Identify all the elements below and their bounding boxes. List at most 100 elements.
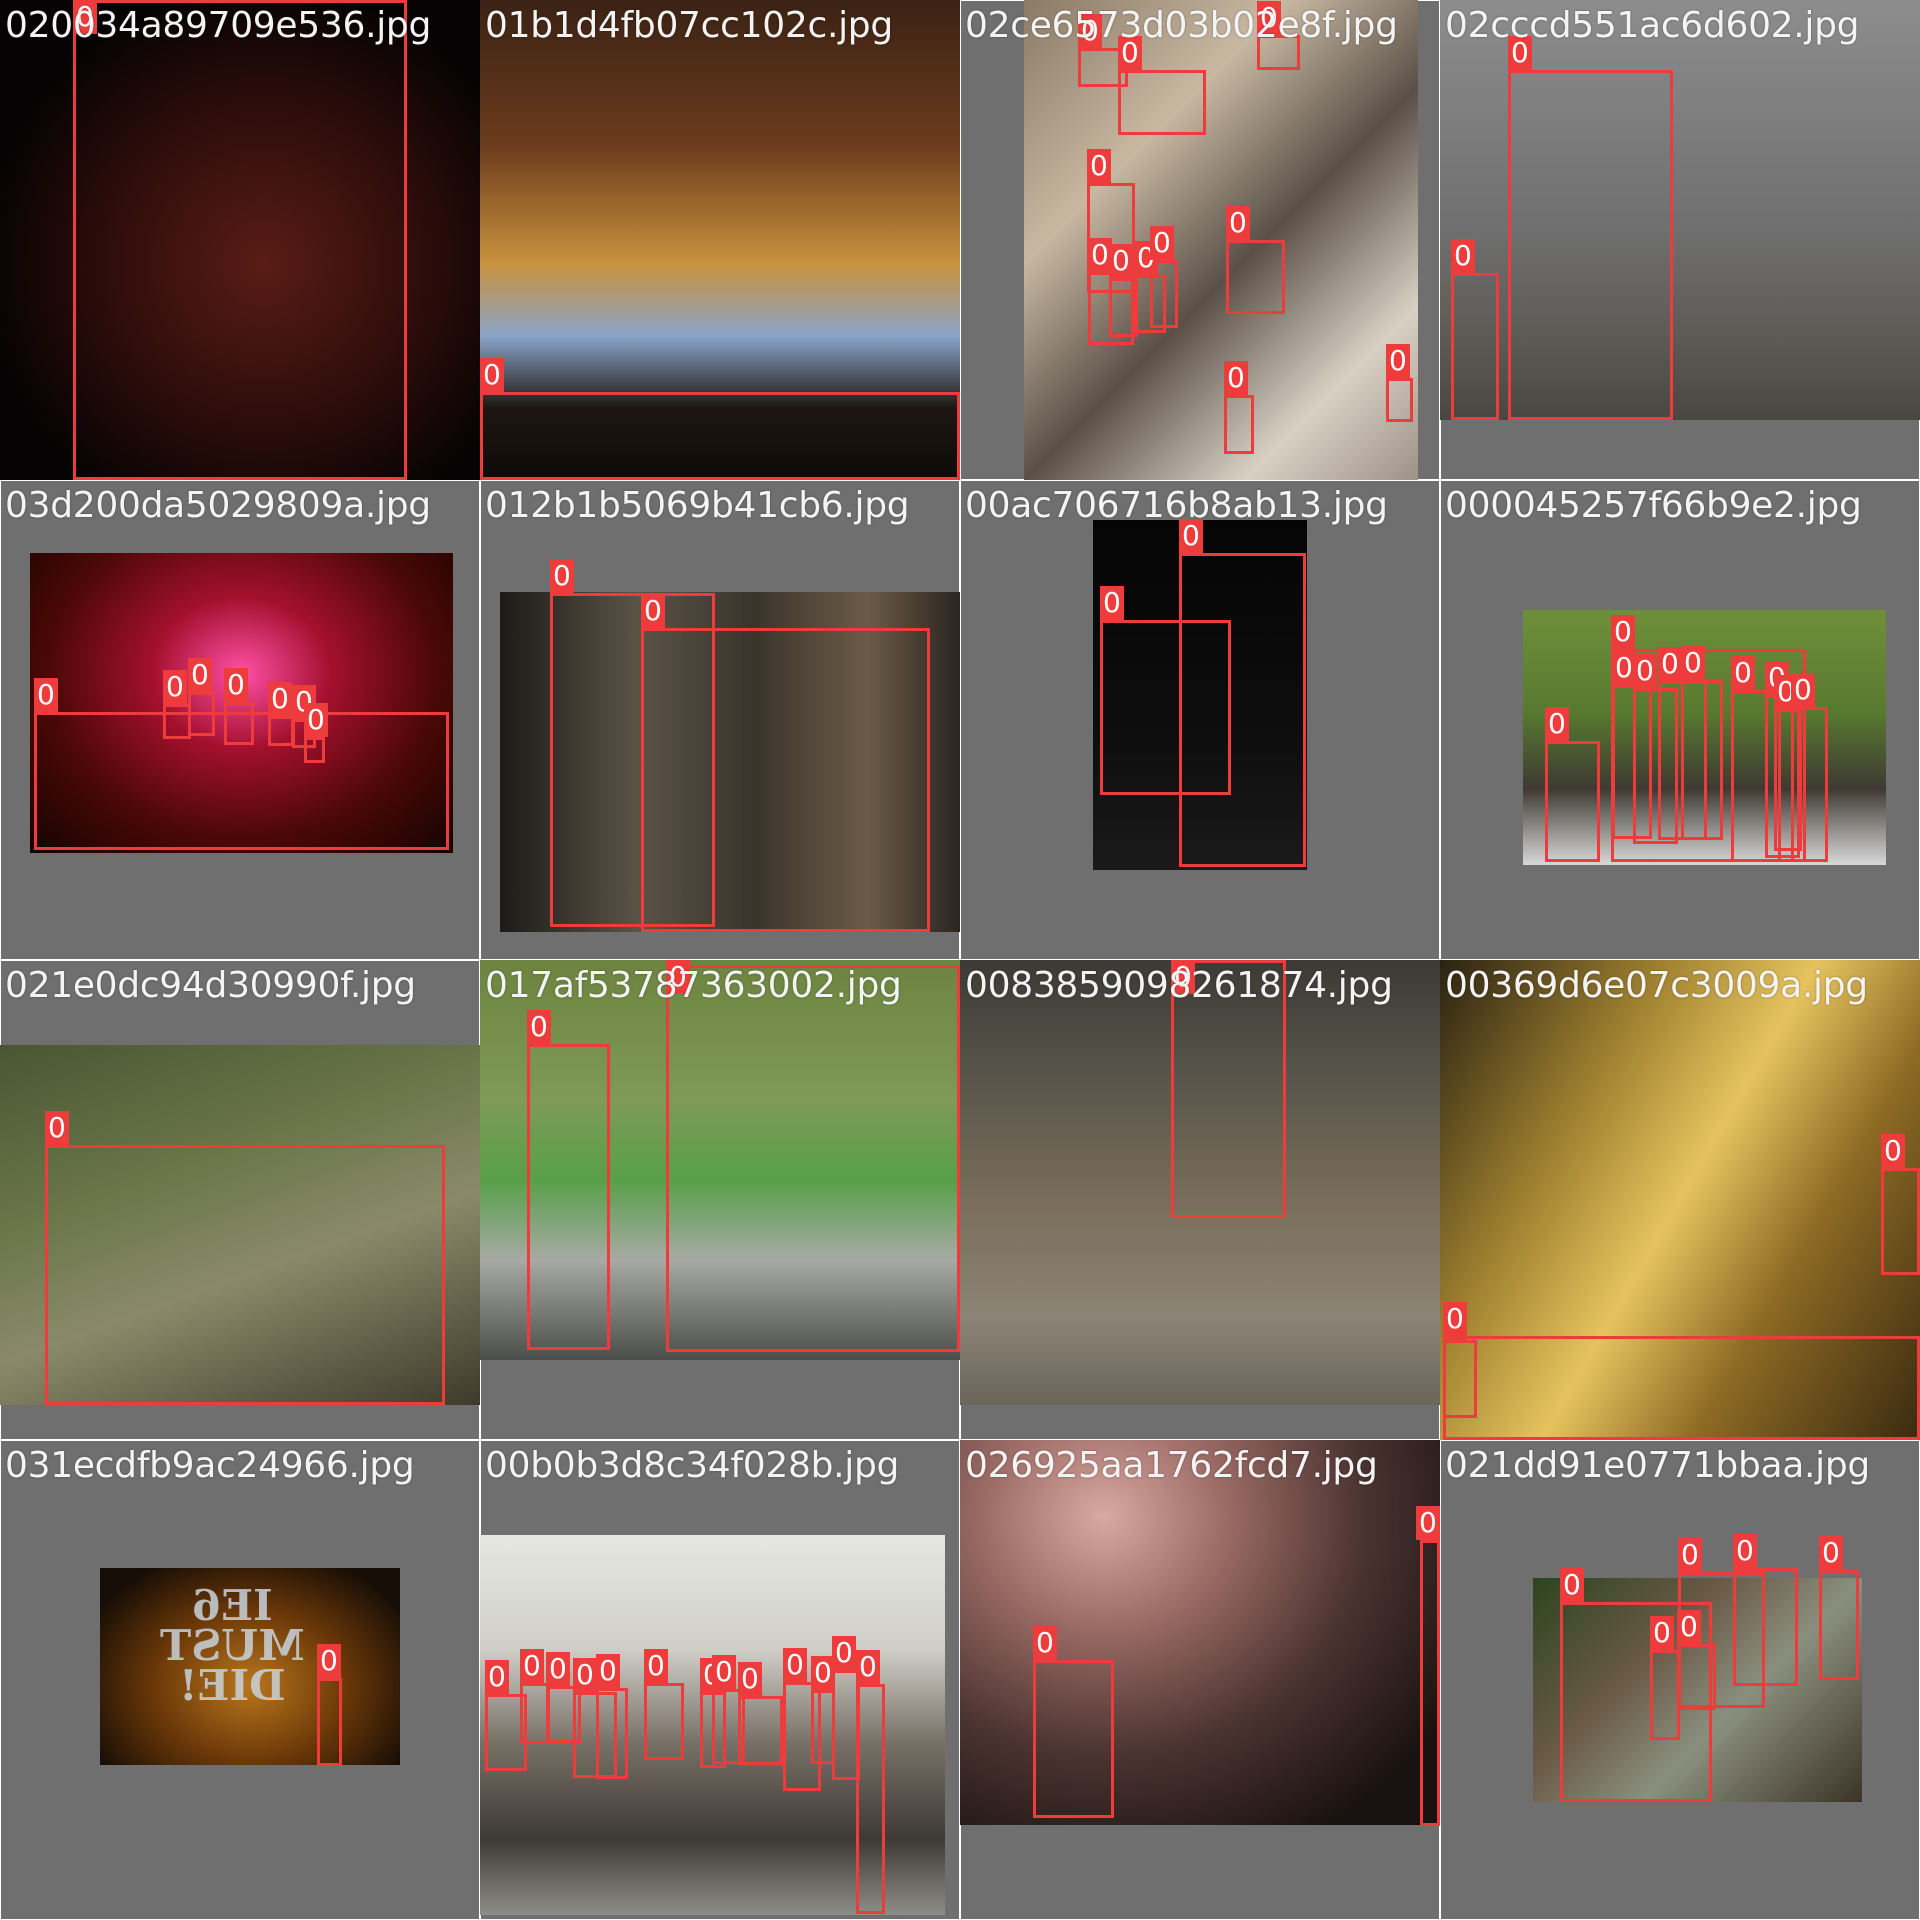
bounding-box [666, 965, 960, 1352]
bounding-box [1633, 688, 1678, 844]
class-label-badge: 0 [641, 594, 665, 628]
grid-tile[interactable]: 0 0 02cccd551ac6d602.jpg [1440, 0, 1920, 480]
bounding-box [1033, 1660, 1114, 1818]
class-label-badge: 0 [1560, 1568, 1584, 1602]
filename-label: 0083859098261874.jpg [965, 965, 1393, 1006]
bounding-box [224, 702, 254, 745]
photo-thumbnail [1093, 520, 1307, 870]
filename-label: 017af53787363002.jpg [485, 965, 902, 1006]
filename-label: 031ecdfb9ac24966.jpg [5, 1445, 415, 1486]
photo-thumbnail [480, 960, 960, 1360]
bounding-box [527, 1044, 610, 1350]
class-label-badge: 0 [1416, 1506, 1440, 1540]
class-label-badge: 0 [1078, 14, 1102, 48]
bounding-box [1881, 1168, 1920, 1275]
grid-tile[interactable]: 0 0 026925aa1762fcd7.jpg [960, 1440, 1440, 1920]
class-label-badge: 0 [163, 670, 187, 704]
class-label-badge: 0 [1611, 615, 1635, 649]
bounding-box [1681, 680, 1723, 840]
class-label-badge: 0 [1633, 654, 1657, 688]
bounding-box [1560, 1602, 1712, 1802]
bounding-box [1733, 1568, 1798, 1686]
bounding-box [856, 1684, 885, 1914]
class-label-badge: 0 [811, 1656, 835, 1690]
bounding-box [546, 1686, 581, 1743]
bounding-box [45, 1145, 445, 1405]
bounding-box [712, 1689, 745, 1764]
class-label-badge: 0 [34, 678, 58, 712]
class-label-badge: 0 [485, 1660, 509, 1694]
class-label-badge: 0 [666, 960, 690, 994]
bounding-box [573, 1692, 617, 1778]
bounding-box [1451, 273, 1499, 420]
class-label-badge: 0 [480, 358, 504, 392]
bounding-box [1791, 707, 1828, 862]
class-label-badge: 0 [550, 559, 574, 593]
class-label-badge: 0 [304, 703, 328, 737]
bounding-box [1179, 553, 1306, 867]
photo-thumbnail [0, 0, 480, 480]
class-label-badge: 0 [1087, 149, 1111, 183]
bounding-box [1774, 709, 1802, 851]
bounding-box [1150, 260, 1178, 328]
grid-tile[interactable]: 0 0083859098261874.jpg [960, 960, 1440, 1440]
grid-tile[interactable]: 0 0 0 0 0 0 021dd91e0771bbaa.jpg [1440, 1440, 1920, 1920]
filename-label: 026925aa1762fcd7.jpg [965, 1445, 1378, 1486]
grid-tile[interactable]: 0 0 0 0 0 0 0 0 0 0 0 02ce6573d03b02e8f.jpg [960, 0, 1440, 480]
bounding-box [1224, 395, 1254, 454]
grid-tile[interactable]: 0 021e0dc94d30990f.jpg [0, 960, 480, 1440]
photo-thumbnail [960, 960, 1440, 1405]
class-label-badge: 0 [1443, 1302, 1467, 1336]
bounding-box [268, 716, 294, 746]
class-label-badge: 0 [546, 1652, 570, 1686]
bounding-box [1257, 35, 1300, 70]
class-label-badge: 0 [644, 1649, 668, 1683]
grid-tile[interactable]: 0 0 00ac706716b8ab13.jpg [960, 480, 1440, 960]
photo-thumbnail [0, 1045, 480, 1405]
class-label-badge: 0 [1109, 244, 1133, 278]
bounding-box [644, 1683, 684, 1760]
bounding-box [1171, 960, 1286, 1218]
class-label-badge: 0 [188, 658, 212, 692]
sign-text: IE6 MUST DIE! [160, 1581, 305, 1710]
bounding-box [596, 1688, 628, 1779]
bounding-box [34, 712, 449, 850]
grid-tile[interactable]: 000000000000000b0b3d8c34f028b.jpg [480, 1440, 960, 1920]
class-label-badge: 0 [1731, 656, 1755, 690]
grid-tile[interactable]: 0 01b1d4fb07cc102c.jpg [480, 0, 960, 480]
bounding-box [317, 1678, 342, 1766]
class-label-badge: 0 [1677, 1610, 1701, 1644]
class-label-badge: 0 [1150, 226, 1174, 260]
class-label-badge: 0 [268, 682, 292, 716]
bounding-box [304, 737, 325, 763]
grid-tile[interactable]: 00000369d6e07c3009a.jpg [1440, 960, 1920, 1440]
bounding-box [1100, 620, 1231, 795]
bounding-box [73, 0, 407, 480]
photo-thumbnail: IE6 MUST DIE! [100, 1568, 400, 1765]
bounding-box [550, 593, 715, 927]
photo-thumbnail [960, 1440, 1440, 1825]
grid-tile[interactable]: 0 020034a89709e536.jpg [0, 0, 480, 480]
photo-thumbnail [480, 0, 960, 480]
class-label-badge: 0 [1650, 1616, 1674, 1650]
bounding-box [1731, 690, 1781, 862]
bounding-box [163, 704, 191, 739]
filename-label: 02ce6573d03b02e8f.jpg [965, 5, 1398, 46]
class-label-badge: 0 [1386, 344, 1410, 378]
bounding-box [480, 392, 960, 480]
class-label-badge: 0 [1451, 239, 1475, 273]
grid-tile[interactable]: IE6 MUST DIE! 0 031ecdfb9ac24966.jpg [0, 1440, 480, 1920]
class-label-badge: 0 [1100, 586, 1124, 620]
class-label-badge: 0 [712, 1655, 736, 1689]
grid-tile[interactable]: 0 0 012b1b5069b41cb6.jpg [480, 480, 960, 960]
filename-label: 00ac706716b8ab13.jpg [965, 485, 1388, 526]
filename-label: 012b1b5069b41cb6.jpg [485, 485, 910, 526]
grid-tile[interactable]: 0000000000000045257f66b9e2.jpg [1440, 480, 1920, 960]
grid-tile[interactable]: 0 0 017af53787363002.jpg [480, 960, 960, 1440]
class-label-badge: 0 [1033, 1626, 1057, 1660]
grid-tile[interactable]: 0 0 0 0 0 0 0 03d200da5029809a.jpg [0, 480, 480, 960]
bounding-box [1443, 1336, 1920, 1440]
bounding-box [1677, 1644, 1716, 1710]
class-label-badge: 0 [45, 1111, 69, 1145]
bounding-box [783, 1682, 821, 1791]
